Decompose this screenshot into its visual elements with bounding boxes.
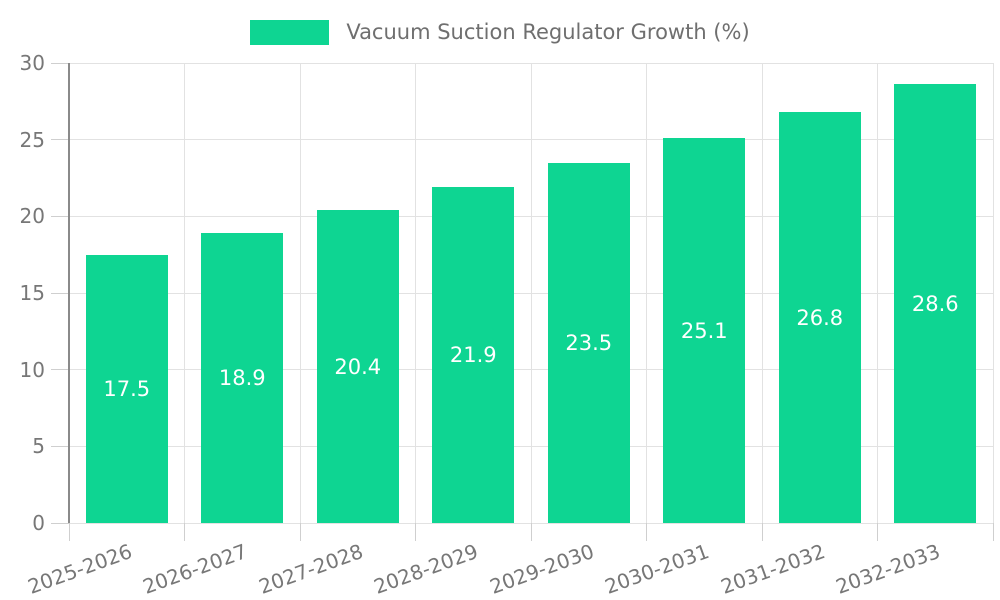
- y-tick: [51, 139, 69, 141]
- bar-2028-2029[interactable]: 21.9: [432, 187, 515, 523]
- y-tick: [51, 445, 69, 447]
- x-axis-tick-label: 2031-2032: [717, 539, 828, 599]
- x-tick: [299, 523, 301, 541]
- bar-value-label: 28.6: [911, 291, 959, 316]
- bar-value-label: 20.4: [334, 354, 382, 379]
- y-axis-tick-label: 5: [32, 434, 45, 459]
- y-tick: [51, 62, 69, 64]
- x-axis-tick-label: 2026-2027: [139, 539, 251, 599]
- x-tick: [992, 523, 994, 541]
- bar-value-label: 25.1: [680, 318, 728, 343]
- category-gridline: [184, 63, 185, 523]
- x-tick: [646, 523, 647, 541]
- bar-2031-2032[interactable]: 26.8: [778, 112, 861, 523]
- x-axis-tick-label: 2030-2031: [601, 539, 713, 599]
- x-tick: [761, 523, 763, 541]
- x-axis-tick-label: 2032-2033: [832, 539, 944, 599]
- bar-2029-2030[interactable]: 23.5: [547, 162, 630, 523]
- x-tick: [415, 523, 416, 541]
- category-gridline: [530, 63, 532, 523]
- y-axis-tick-label: 30: [19, 51, 45, 75]
- bar-2032-2033[interactable]: 28.6: [894, 84, 977, 523]
- y-axis-tick-label: 10: [19, 357, 45, 382]
- x-axis-tick-label: 2029-2030: [486, 539, 597, 599]
- bar-value-label: 17.5: [103, 376, 151, 401]
- x-tick: [68, 523, 70, 541]
- x-tick: [184, 523, 185, 541]
- y-tick: [51, 522, 69, 524]
- bar-2027-2028[interactable]: 20.4: [316, 210, 399, 523]
- x-axis-tick-label: 2025-2026: [24, 539, 135, 599]
- bar-value-label: 18.9: [218, 366, 266, 391]
- y-axis-tick-label: 0: [32, 511, 45, 535]
- bar-2030-2031[interactable]: 25.1: [663, 138, 746, 523]
- y-axis-tick-label: 25: [19, 127, 45, 152]
- category-gridline: [415, 63, 416, 523]
- bar-value-label: 26.8: [796, 305, 844, 330]
- bar-2025-2026[interactable]: 17.5: [85, 254, 168, 523]
- legend-label: Vacuum Suction Regulator Growth (%): [346, 20, 750, 44]
- bar-2026-2027[interactable]: 18.9: [201, 233, 284, 523]
- x-tick: [530, 523, 532, 541]
- category-gridline: [646, 63, 647, 523]
- x-tick: [877, 523, 878, 541]
- y-tick: [51, 369, 69, 371]
- y-tick: [51, 215, 69, 217]
- bar-value-label: 23.5: [565, 330, 613, 355]
- y-tick: [51, 292, 69, 294]
- x-axis-tick-label: 2028-2029: [370, 539, 482, 599]
- bar-value-label: 21.9: [449, 343, 497, 368]
- category-gridline: [761, 63, 763, 523]
- legend[interactable]: Vacuum Suction Regulator Growth (%): [0, 18, 1000, 46]
- category-gridline: [877, 63, 878, 523]
- legend-swatch: [250, 19, 330, 45]
- y-axis-line: [68, 63, 70, 523]
- category-gridline: [299, 63, 301, 523]
- category-gridline: [992, 63, 994, 523]
- x-axis-tick-label: 2027-2028: [255, 539, 366, 599]
- y-axis-tick-label: 20: [19, 204, 45, 229]
- y-axis-tick-label: 15: [19, 281, 45, 305]
